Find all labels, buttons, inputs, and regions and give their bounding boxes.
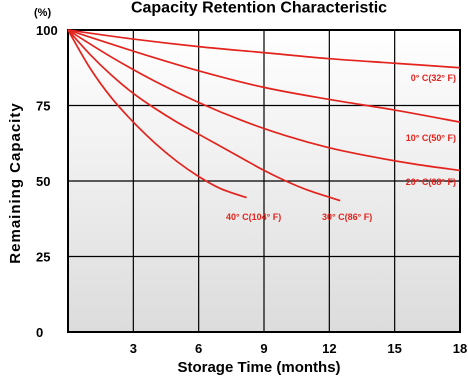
chart-title: Capacity Retention Characteristic <box>131 0 387 16</box>
series-label: 20° C(68° F) <box>406 177 456 187</box>
series-lines <box>67 29 461 202</box>
x-tick-label: 9 <box>260 341 267 356</box>
series-labels: 0° C(32° F) 10° C(50° F) 20° C(68° F) 30° C… <box>226 73 456 222</box>
grid-lines <box>68 30 460 332</box>
series-label: 30° C(86° F) <box>322 212 372 222</box>
x-tick-label: 12 <box>322 341 336 356</box>
x-tick-label: 15 <box>387 341 401 356</box>
y-tick-label: 0 <box>36 325 43 340</box>
y-axis-unit: (%) <box>34 7 51 19</box>
y-tick-label: 25 <box>36 250 50 265</box>
x-tick-label: 6 <box>195 341 202 356</box>
series-label: 0° C(32° F) <box>411 73 456 83</box>
plot-border <box>67 29 461 333</box>
x-axis-ticks: 3 6 9 12 15 18 <box>130 341 468 356</box>
y-tick-label: 50 <box>36 174 50 189</box>
y-tick-label: 100 <box>36 23 58 38</box>
series-line-3 <box>67 29 341 202</box>
y-tick-label: 75 <box>36 99 50 114</box>
series-line-4 <box>67 29 247 199</box>
y-axis-title: Remaining Capacity <box>7 102 24 263</box>
x-tick-label: 18 <box>453 341 467 356</box>
series-line-0 <box>67 29 461 69</box>
series-line-2 <box>67 29 461 172</box>
series-line-1 <box>67 29 461 123</box>
x-axis-title: Storage Time (months) <box>177 359 340 376</box>
y-axis-ticks: 0 25 50 75 100 <box>36 23 58 340</box>
series-label: 10° C(50° F) <box>406 133 456 143</box>
x-tick-label: 3 <box>130 341 137 356</box>
series-label: 40° C(104° F) <box>226 212 281 222</box>
